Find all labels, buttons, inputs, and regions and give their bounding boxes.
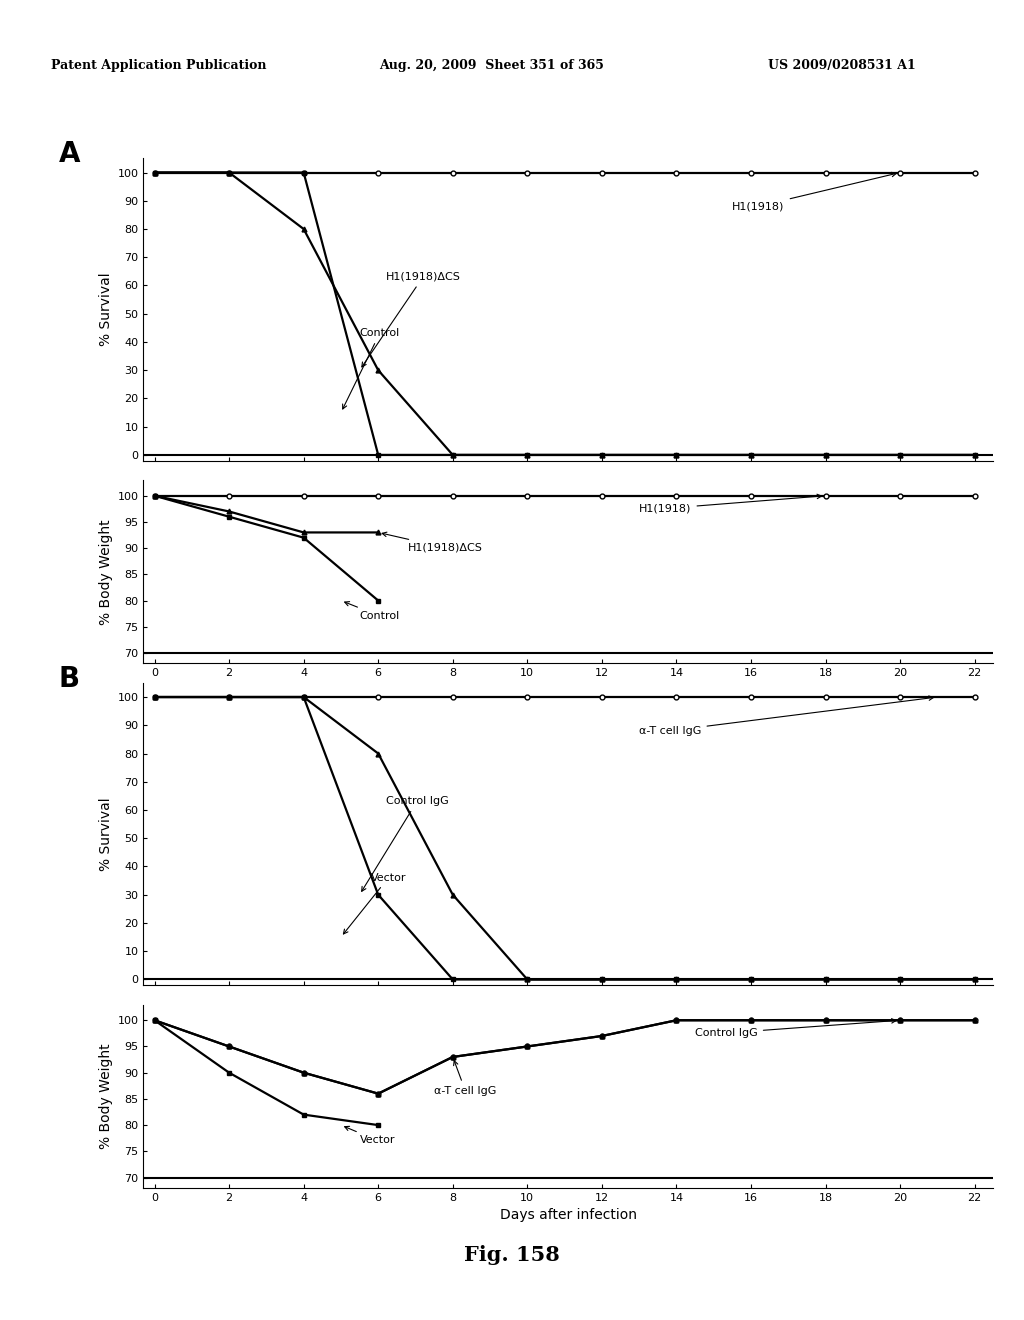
Text: H1(1918): H1(1918) [732,173,896,211]
Y-axis label: % Survival: % Survival [99,797,114,871]
Text: A: A [58,140,80,168]
Text: Control IgG: Control IgG [361,796,449,891]
Text: Fig. 158: Fig. 158 [464,1245,560,1265]
Text: Patent Application Publication: Patent Application Publication [51,59,266,73]
Text: US 2009/0208531 A1: US 2009/0208531 A1 [768,59,915,73]
Y-axis label: % Body Weight: % Body Weight [99,1043,114,1150]
Text: B: B [58,665,80,693]
Text: α-T cell IgG: α-T cell IgG [434,1061,497,1096]
Text: H1(1918)ΔCS: H1(1918)ΔCS [361,272,461,367]
X-axis label: Days after infection: Days after infection [500,1208,637,1222]
Text: Aug. 20, 2009  Sheet 351 of 365: Aug. 20, 2009 Sheet 351 of 365 [379,59,604,73]
Y-axis label: % Body Weight: % Body Weight [99,519,114,624]
Text: Vector: Vector [345,1126,395,1146]
Text: Control: Control [343,329,399,409]
Text: H1(1918): H1(1918) [639,494,821,513]
Y-axis label: % Survival: % Survival [99,273,114,346]
Text: α-T cell IgG: α-T cell IgG [639,696,933,735]
Text: Control IgG: Control IgG [695,1019,896,1038]
Text: H1(1918)ΔCS: H1(1918)ΔCS [382,532,483,553]
Text: Vector: Vector [343,873,407,935]
Text: Control: Control [345,602,399,620]
